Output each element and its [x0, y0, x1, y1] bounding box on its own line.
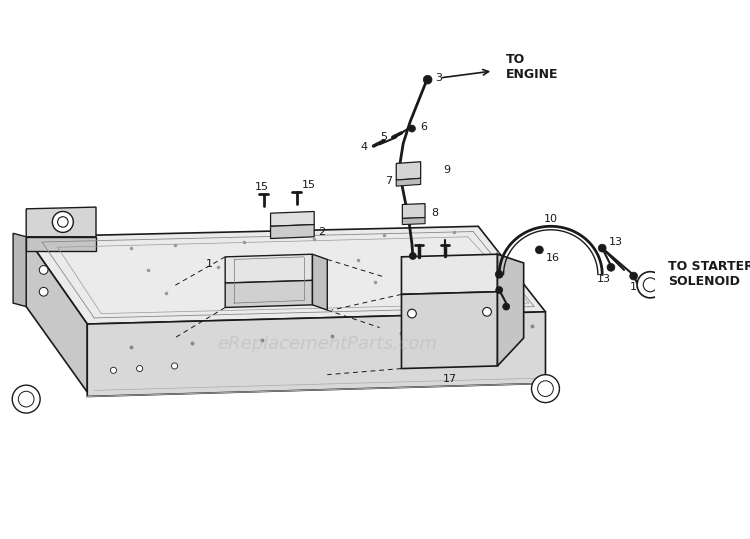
Circle shape	[644, 278, 657, 292]
Polygon shape	[87, 312, 545, 397]
Polygon shape	[225, 280, 313, 307]
Text: 15: 15	[255, 182, 268, 192]
Circle shape	[136, 365, 142, 371]
Circle shape	[53, 211, 74, 232]
Circle shape	[12, 385, 40, 413]
Text: 16: 16	[545, 253, 560, 262]
Circle shape	[630, 272, 638, 280]
Text: 13: 13	[609, 237, 623, 247]
Text: 3: 3	[436, 73, 442, 83]
Polygon shape	[26, 207, 96, 237]
Text: 15: 15	[302, 180, 316, 190]
Text: 10: 10	[544, 215, 558, 224]
Polygon shape	[396, 178, 421, 186]
Text: 12: 12	[492, 310, 506, 320]
Text: 13: 13	[597, 274, 611, 284]
Circle shape	[407, 309, 416, 318]
Polygon shape	[402, 218, 425, 225]
Circle shape	[409, 125, 416, 132]
Polygon shape	[26, 226, 545, 324]
Text: 1: 1	[206, 259, 213, 269]
Circle shape	[532, 375, 560, 403]
Circle shape	[503, 303, 510, 310]
Text: 2: 2	[319, 226, 326, 237]
Text: TO STARTER
SOLENOID: TO STARTER SOLENOID	[668, 260, 750, 288]
Text: 11: 11	[473, 291, 487, 301]
Circle shape	[39, 266, 48, 274]
Polygon shape	[26, 237, 87, 392]
Polygon shape	[401, 254, 497, 294]
Circle shape	[18, 391, 34, 407]
Text: 14: 14	[630, 281, 644, 292]
Text: TO
ENGINE: TO ENGINE	[506, 53, 559, 81]
Circle shape	[483, 307, 491, 316]
Circle shape	[58, 217, 68, 227]
Circle shape	[536, 246, 543, 254]
Circle shape	[495, 271, 503, 278]
Circle shape	[110, 367, 116, 374]
Polygon shape	[271, 211, 314, 226]
Text: 6: 6	[421, 122, 428, 132]
Circle shape	[496, 287, 502, 294]
Polygon shape	[402, 204, 425, 218]
Text: 8: 8	[431, 208, 438, 218]
Text: 7: 7	[385, 176, 392, 186]
Circle shape	[637, 272, 663, 298]
Polygon shape	[225, 254, 313, 283]
Circle shape	[607, 264, 615, 271]
Polygon shape	[13, 233, 26, 307]
Text: eReplacementParts.com: eReplacementParts.com	[217, 335, 437, 353]
Text: 17: 17	[442, 374, 457, 384]
Text: 4: 4	[360, 142, 368, 152]
Polygon shape	[271, 225, 314, 239]
Polygon shape	[401, 292, 497, 369]
Polygon shape	[396, 162, 421, 180]
Polygon shape	[313, 254, 327, 310]
Text: 5: 5	[380, 132, 388, 142]
Circle shape	[39, 287, 48, 296]
Circle shape	[410, 252, 416, 259]
Circle shape	[423, 75, 432, 84]
Polygon shape	[26, 237, 96, 251]
Circle shape	[598, 244, 606, 252]
Polygon shape	[497, 254, 523, 366]
Circle shape	[172, 363, 178, 369]
Circle shape	[538, 381, 554, 397]
Text: 9: 9	[443, 164, 451, 175]
